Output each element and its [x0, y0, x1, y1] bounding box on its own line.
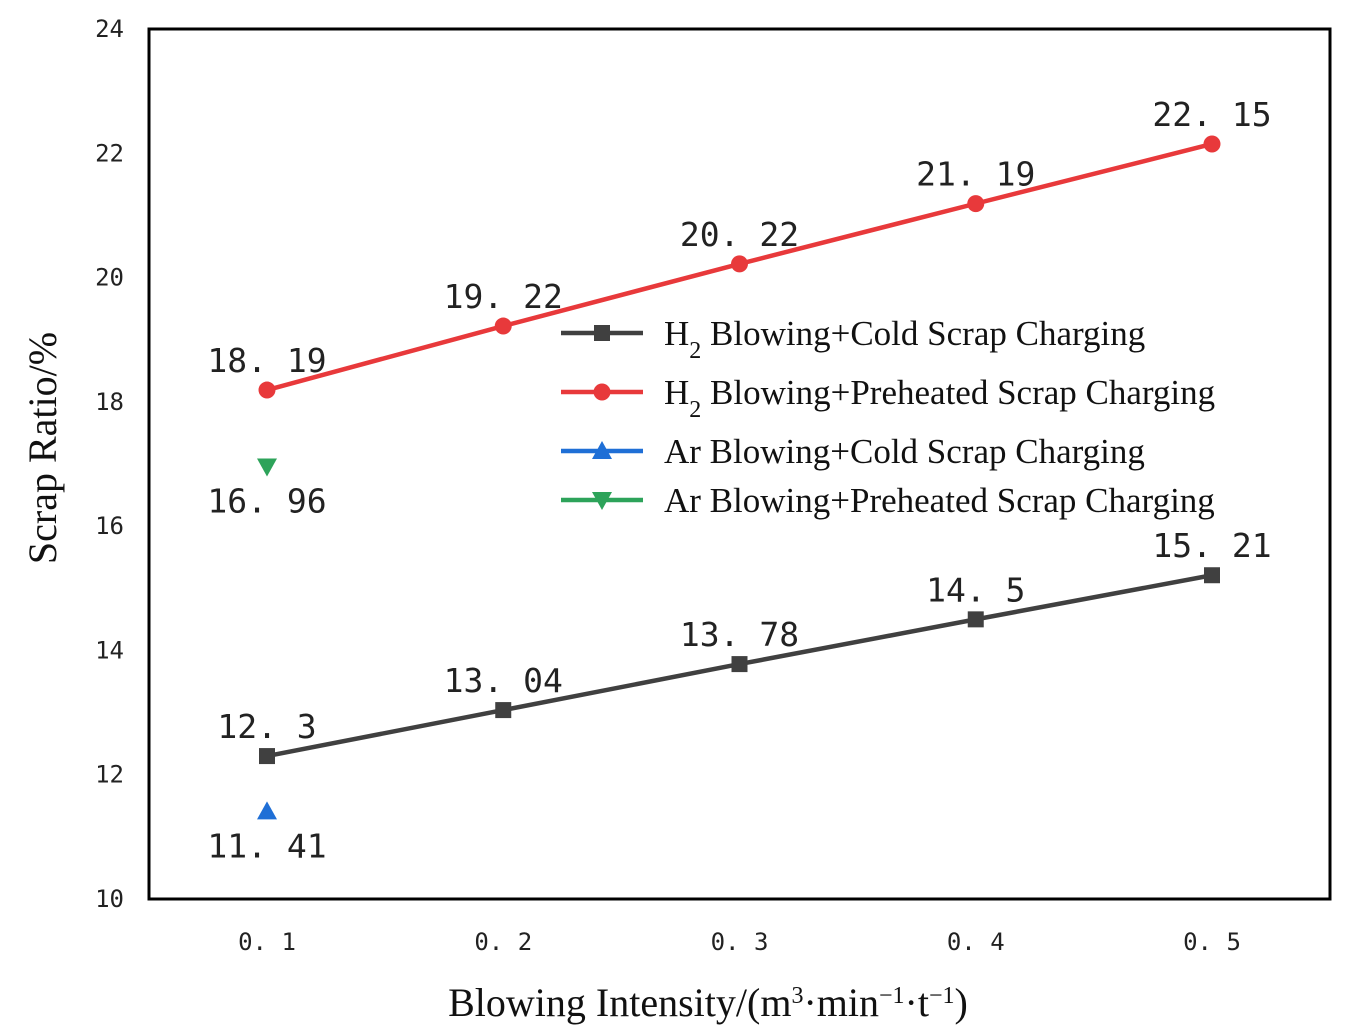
data-point: [1203, 135, 1221, 153]
y-tick-label: 18: [95, 388, 124, 416]
data-label: 21. 19: [916, 155, 1035, 194]
data-label: 16. 96: [207, 481, 326, 520]
y-tick-label: 22: [95, 139, 124, 167]
y-tick-label: 12: [95, 761, 124, 789]
series-layer: [257, 135, 1221, 820]
data-label: 14. 5: [926, 570, 1025, 609]
y-axis-ticks: 10 12 14 16 18 20 22 24: [95, 15, 124, 913]
y-tick-label: 16: [95, 512, 124, 540]
legend-label: Ar Blowing+Cold Scrap Charging: [664, 432, 1145, 471]
legend-label: H2 Blowing+Preheated Scrap Charging: [664, 373, 1215, 423]
data-point: [259, 748, 275, 765]
data-label: 12. 3: [217, 707, 316, 746]
data-point: [494, 317, 512, 335]
data-point: [258, 381, 276, 399]
data-point: [1204, 567, 1220, 584]
legend-marker: [593, 383, 611, 401]
y-tick-label: 20: [95, 264, 124, 292]
series-3: [257, 801, 277, 820]
y-tick-label: 14: [95, 636, 124, 664]
legend-marker: [592, 441, 612, 459]
data-point: [967, 195, 985, 213]
legend-item: Ar Blowing+Preheated Scrap Charging: [561, 481, 1215, 520]
x-axis-ticks: 0. 1 0. 2 0. 3 0. 4 0. 5: [238, 928, 1241, 956]
y-tick-label: 24: [95, 15, 124, 43]
data-point: [967, 611, 984, 628]
series-4: [257, 458, 277, 477]
plot-frame: [147, 27, 1332, 901]
legend-label: Ar Blowing+Preheated Scrap Charging: [664, 481, 1215, 520]
data-label: 19. 22: [444, 277, 563, 316]
y-tick-label: 10: [95, 885, 124, 913]
data-point: [731, 255, 748, 273]
data-point: [257, 801, 277, 820]
data-point: [257, 458, 277, 477]
data-labels: 12. 3 13. 04 13. 78 14. 5 15. 21 18. 19 19. 22…: [207, 95, 1271, 865]
legend-item: Ar Blowing+Cold Scrap Charging: [561, 432, 1145, 471]
data-label: 20. 22: [680, 215, 799, 254]
legend: H2 Blowing+Cold Scrap Charging H2 Blowing…: [561, 314, 1215, 520]
data-label: 22. 15: [1152, 95, 1271, 134]
data-label: 13. 04: [444, 661, 563, 700]
legend-marker: [594, 325, 610, 341]
x-tick-label: 0. 3: [711, 928, 769, 956]
series-1: [259, 567, 1220, 765]
y-axis-title: Scrap Ratio/%: [20, 332, 65, 564]
series-2: [258, 135, 1221, 399]
x-tick-label: 0. 1: [238, 928, 296, 956]
data-point: [495, 702, 512, 719]
data-label: 11. 41: [207, 826, 326, 865]
legend-marker: [592, 492, 612, 510]
legend-label: H2 Blowing+Cold Scrap Charging: [664, 314, 1145, 364]
legend-item: H2 Blowing+Cold Scrap Charging: [561, 314, 1145, 364]
legend-item: H2 Blowing+Preheated Scrap Charging: [561, 373, 1215, 423]
x-tick-label: 0. 5: [1183, 928, 1241, 956]
x-tick-label: 0. 4: [947, 928, 1005, 956]
x-axis-title: Blowing Intensity/(m3·min−1·t−1): [448, 980, 968, 1025]
data-label: 15. 21: [1152, 526, 1271, 565]
data-point: [731, 656, 748, 673]
data-label: 13. 78: [680, 615, 799, 654]
data-label: 18. 19: [207, 341, 326, 380]
x-tick-label: 0. 2: [474, 928, 532, 956]
